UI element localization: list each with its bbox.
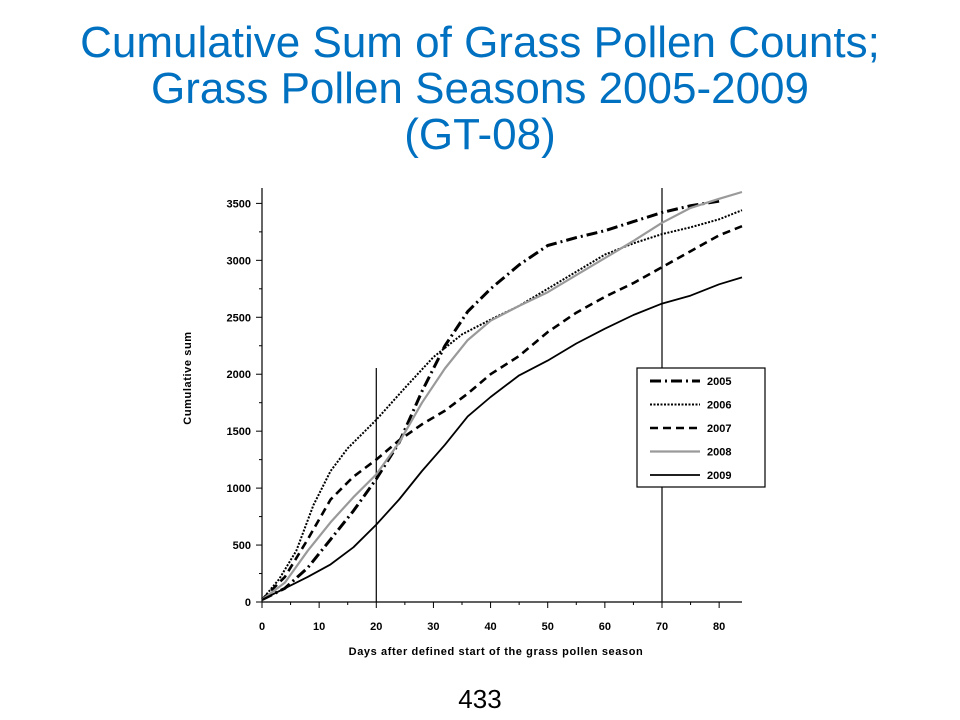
y-tick-label: 500: [233, 540, 251, 552]
page-number: 433: [458, 684, 502, 714]
series-line-2007: [261, 224, 743, 601]
x-tick-label: 50: [542, 621, 554, 633]
x-tick-label: 30: [427, 621, 439, 633]
y-tick-label: 2000: [227, 369, 251, 381]
series-line-2005: [261, 199, 720, 602]
y-tick-label: 1000: [227, 483, 251, 495]
x-axis-label: Days after defined start of the grass po…: [349, 646, 644, 658]
y-tick-label: 3500: [227, 198, 251, 210]
title-line-1: Cumulative Sum of Grass Pollen Counts;: [80, 18, 880, 67]
legend-label-2008: 2008: [707, 447, 731, 459]
series-line-2009: [261, 276, 743, 601]
legend-label-2006: 2006: [707, 400, 731, 412]
x-tick-label: 70: [656, 621, 668, 633]
x-tick-label: 40: [484, 621, 496, 633]
slide-title: Cumulative Sum of Grass Pollen Counts; G…: [0, 20, 960, 158]
y-axis-label: Cumulative sum: [182, 331, 194, 424]
x-tick-label: 20: [370, 621, 382, 633]
y-tick-label: 1500: [227, 426, 251, 438]
x-tick-label: 0: [259, 621, 265, 633]
legend-label-2009: 2009: [707, 470, 731, 482]
x-tick-label: 10: [313, 621, 325, 633]
x-tick-label: 80: [713, 621, 725, 633]
y-tick-label: 3000: [227, 255, 251, 267]
legend-label-2007: 2007: [707, 423, 731, 435]
series-line-2008: [261, 190, 743, 601]
x-tick-label: 60: [599, 621, 611, 633]
legend: 2005 2006 2007 2008 2009: [636, 367, 766, 488]
y-tick-label: 2500: [227, 312, 251, 324]
legend-label-2005: 2005: [707, 376, 731, 388]
title-line-2: Grass Pollen Seasons 2005-2009: [151, 64, 809, 113]
y-tick-label: 0: [245, 597, 251, 609]
title-line-3: (GT-08): [404, 110, 556, 159]
series-layer: [261, 190, 743, 602]
legend-box: [636, 367, 766, 488]
